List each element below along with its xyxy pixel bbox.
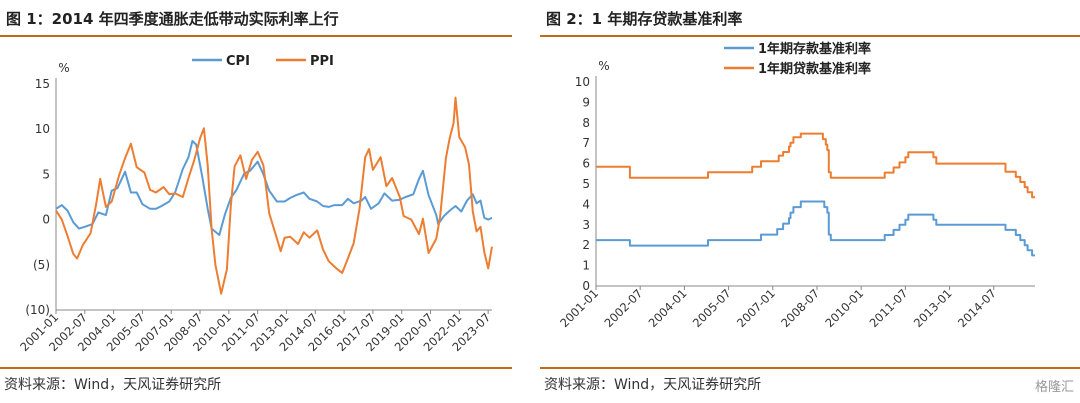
x-tick-label: 2005-07	[690, 286, 734, 330]
x-tick-label: 2013-01	[911, 286, 955, 330]
y-tick-label: 10	[35, 122, 50, 136]
y-tick-label: 2	[582, 238, 590, 252]
y-tick-label: 4	[582, 197, 590, 211]
cpi-ppi-line-chart: %151050(5)(10)2001-012002-072004-012005-…	[17, 54, 493, 354]
watermark-logo: 格隆汇	[1034, 380, 1074, 395]
y-tick-label: 7	[582, 136, 590, 150]
title-divider	[540, 35, 1080, 37]
x-tick-label: 2014-07	[955, 286, 999, 330]
legend-label: 1年期贷款基准利率	[758, 61, 871, 77]
y-unit-label: %	[58, 61, 69, 75]
y-tick-label: 3	[582, 218, 590, 232]
x-tick-label: 2001-01	[557, 286, 601, 330]
series-line-second	[596, 132, 1035, 199]
legend-label: PPI	[310, 54, 334, 69]
y-tick-label: 1	[582, 259, 590, 273]
title-divider	[0, 35, 512, 37]
y-tick-label: 0	[42, 213, 50, 227]
chart-title: 图 1：2014 年四季度通胀走低带动实际利率上行	[6, 10, 339, 28]
source-divider	[540, 367, 1080, 369]
x-tick-label: 2002-07	[601, 286, 645, 330]
y-tick-label: 9	[582, 95, 590, 109]
source-note: 资料来源：Wind，天风证券研究所	[4, 377, 222, 393]
x-tick-label: 2011-07	[867, 286, 911, 330]
series-line-first	[55, 140, 493, 236]
source-note: 资料来源：Wind，天风证券研究所	[544, 377, 762, 393]
y-tick-label: 15	[35, 77, 50, 91]
series-line-second	[55, 96, 493, 295]
chart-panel-benchmark-rates: 图 2：1 年期存贷款基准利率 % 10 9 8 7 6 5 4 3 2 1 0 2001-01 2002…	[540, 0, 1080, 403]
y-tick-label: (10)	[25, 303, 50, 317]
y-tick-label: 5	[582, 177, 590, 191]
y-tick-label: 8	[582, 116, 590, 130]
x-tick-label: 2010-01	[822, 286, 866, 330]
y-tick-label: 10	[575, 75, 590, 89]
y-unit-label: %	[598, 59, 609, 73]
x-tick-label: 2007-01	[734, 286, 778, 330]
y-tick-label: 6	[582, 157, 590, 171]
y-tick-label: (5)	[33, 258, 50, 272]
x-tick-label: 2008-07	[778, 286, 822, 330]
source-divider	[0, 367, 512, 369]
chart-title: 图 2：1 年期存贷款基准利率	[546, 10, 743, 28]
chart-panel-inflation: 图 1：2014 年四季度通胀走低带动实际利率上行 % 15 10 5 0 (5) (10)…	[0, 0, 512, 403]
legend-label: 1年期存款基准利率	[758, 41, 871, 57]
series-line-first	[596, 200, 1035, 257]
y-tick-label: 5	[42, 167, 50, 181]
legend-label: CPI	[226, 54, 250, 69]
x-tick-label: 2004-01	[646, 286, 690, 330]
y-tick-label: 0	[582, 279, 590, 293]
